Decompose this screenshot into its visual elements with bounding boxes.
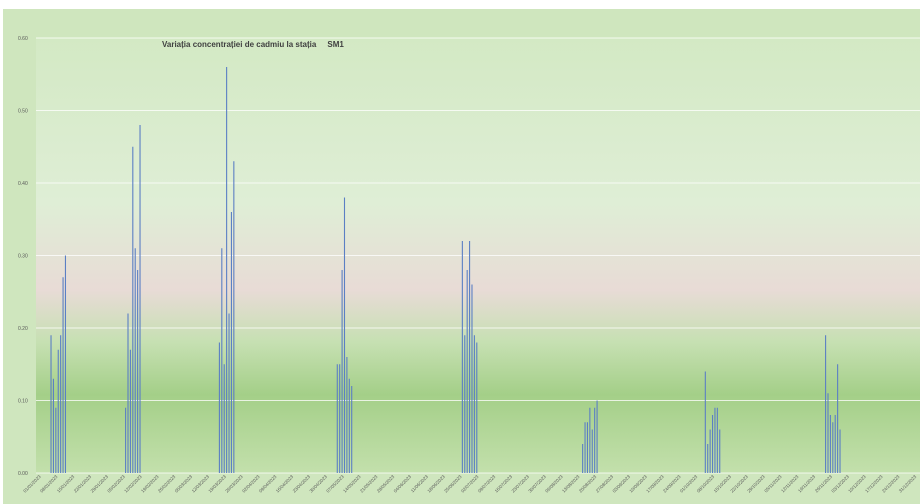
- y-tick-label: 0.10: [18, 398, 28, 404]
- bars: [50, 67, 841, 473]
- y-tick-label: 0.30: [18, 253, 28, 259]
- y-tick-label: 0.60: [18, 36, 28, 42]
- chart-title: Variația concentrației de cadmiu la staț…: [162, 40, 344, 49]
- y-axis-tick-labels: 0.00 0.10 0.20 0.30 0.40 0.50 0.60: [18, 36, 28, 477]
- y-tick-label: 0.50: [18, 108, 28, 114]
- gridlines: [36, 37, 920, 474]
- y-tick-label: 0.20: [18, 326, 28, 332]
- y-tick-label: 0.00: [18, 471, 28, 477]
- y-tick-label: 0.40: [18, 181, 28, 187]
